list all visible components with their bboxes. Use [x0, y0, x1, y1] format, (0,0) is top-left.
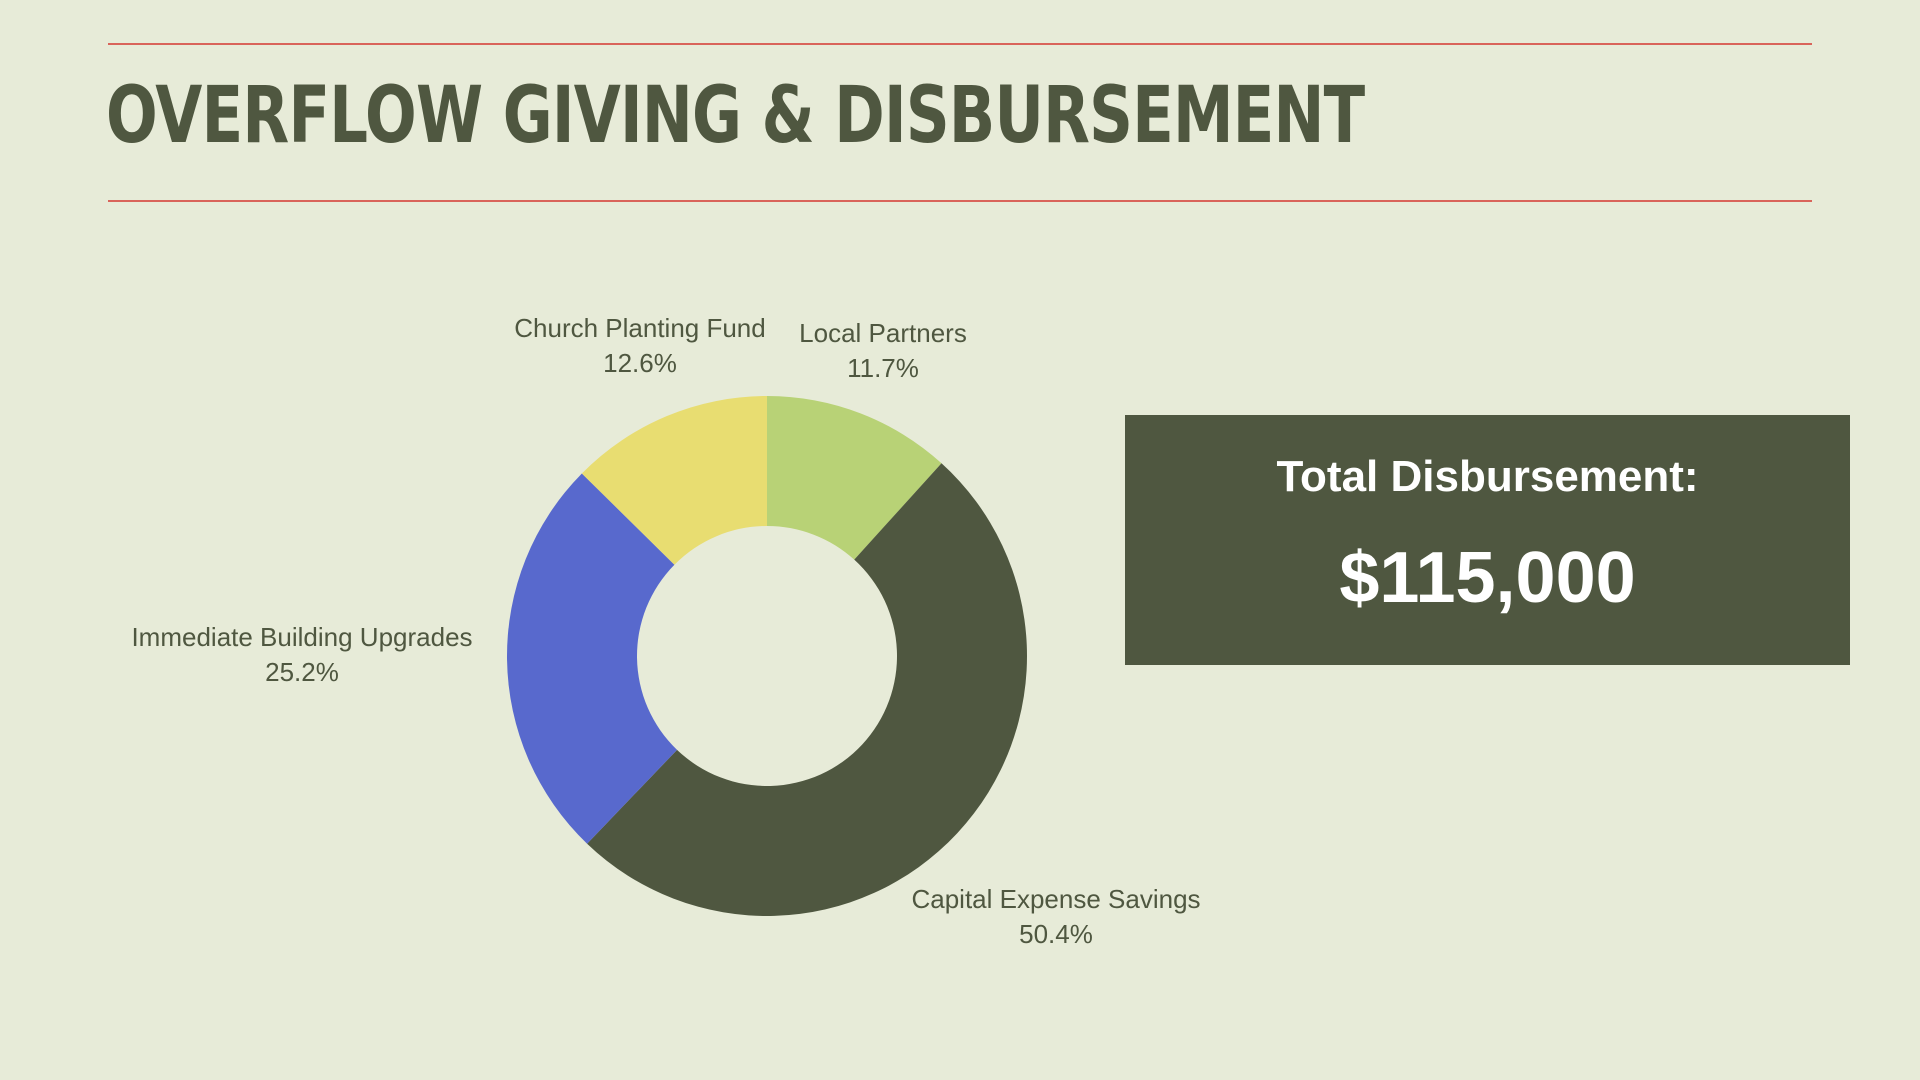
slice-label-immediate-building-upgrades: Immediate Building Upgrades: [131, 622, 472, 652]
slice-church-planting-fund: [581, 396, 767, 565]
slice-local-partners: [767, 396, 942, 560]
slice-value-local-partners: 11.7%: [847, 353, 919, 383]
slice-value-church-planting-fund: 12.6%: [603, 348, 677, 378]
page-title: OVERFLOW GIVING & DISBURSEMENT: [106, 71, 1365, 161]
total-disbursement-card: Total Disbursement: $115,000: [1125, 415, 1850, 665]
title-top-rule: [108, 43, 1812, 45]
slice-label-local-partners: Local Partners: [799, 318, 967, 348]
slice-label-church-planting-fund: Church Planting Fund: [514, 313, 765, 343]
total-disbursement-value: $115,000: [1339, 538, 1636, 618]
slice-capital-expense-savings: [587, 463, 1027, 916]
title-bottom-rule: [108, 200, 1812, 202]
slice-label-capital-expense-savings: Capital Expense Savings: [911, 884, 1200, 914]
slice-value-immediate-building-upgrades: 25.2%: [265, 657, 339, 687]
total-disbursement-label: Total Disbursement:: [1276, 452, 1699, 501]
slice-value-capital-expense-savings: 50.4%: [1019, 919, 1093, 949]
slice-immediate-building-upgrades: [506, 473, 678, 844]
